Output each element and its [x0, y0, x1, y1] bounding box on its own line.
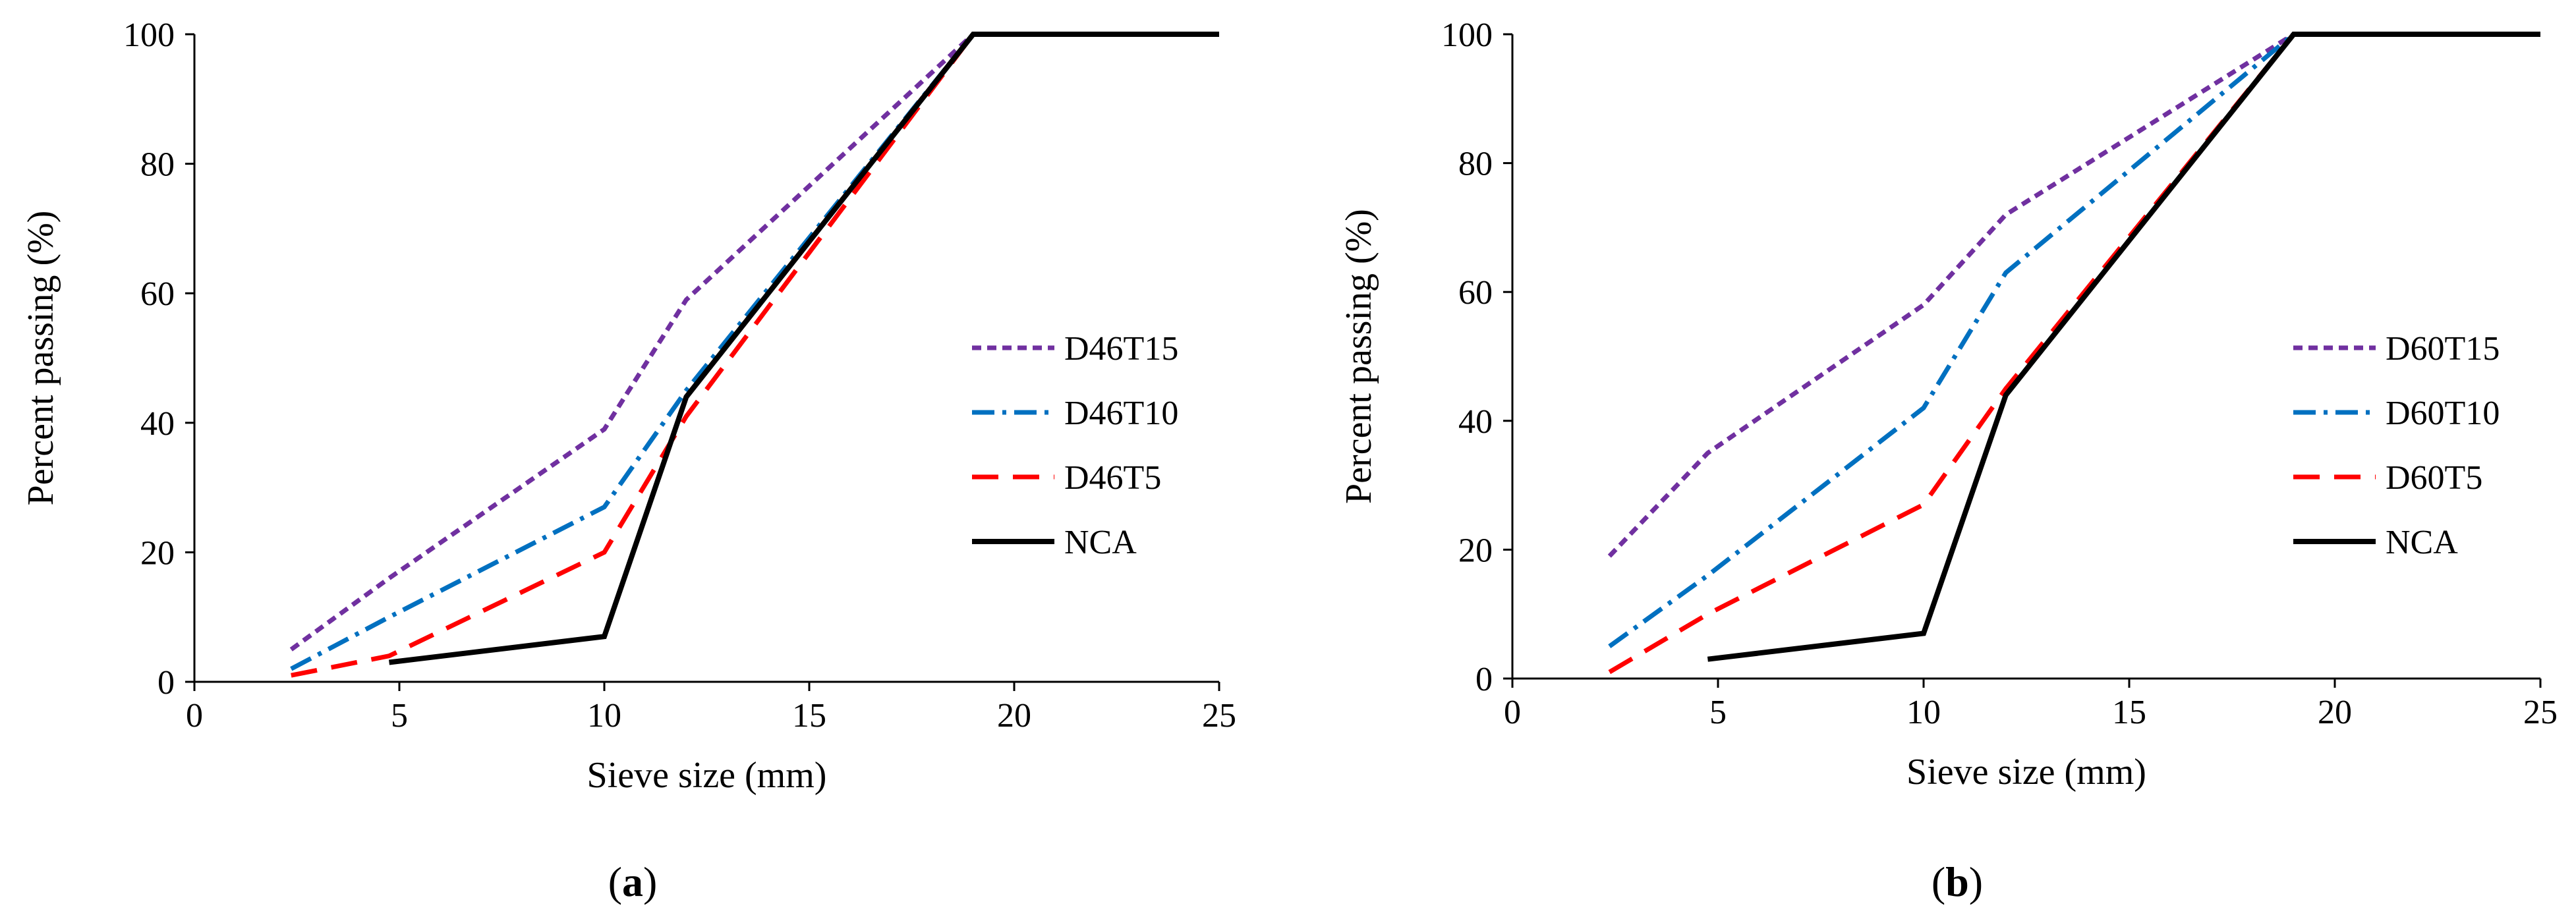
- x-axis-title: Sieve size (mm): [1906, 752, 2146, 792]
- x-tick-label: 0: [186, 697, 203, 735]
- legend-label-d60t15: D60T15: [2386, 330, 2500, 368]
- panel-label-open: (: [608, 858, 622, 905]
- legend-label-nca: NCA: [2386, 524, 2458, 561]
- x-tick-label: 20: [2318, 694, 2352, 731]
- chart-panel-a: 0 5 10 15 20 25 0 20 40 60 80 100 Sieve size (mm) Per…: [20, 16, 1236, 905]
- legend-label-d60t5: D60T5: [2386, 459, 2482, 497]
- y-tick-label: 60: [1458, 274, 1493, 312]
- y-tick-label: 80: [1458, 146, 1493, 183]
- y-tick-label: 100: [123, 16, 175, 54]
- legend-label-nca: NCA: [1064, 524, 1137, 561]
- x-tick-label: 5: [391, 697, 408, 735]
- panel-label-close: ): [1969, 858, 1983, 905]
- panel-label: (b): [1932, 858, 1983, 905]
- legend-label-d46t5: D46T5: [1064, 459, 1161, 497]
- y-tick-label: 40: [140, 405, 175, 443]
- legend-label-d46t10: D46T10: [1064, 395, 1178, 432]
- series-line-d60t10: [1608, 32, 2540, 648]
- panel-label: (a): [608, 858, 658, 905]
- x-tick-label: 10: [1906, 694, 1941, 731]
- y-tick-label: 40: [1458, 403, 1493, 441]
- y-tick-label: 0: [157, 664, 175, 702]
- series-line-nca: [389, 32, 1219, 665]
- series-line-d46t15: [289, 32, 1219, 652]
- y-tick-label: 20: [1458, 532, 1493, 569]
- series-line-d46t10: [290, 32, 1219, 671]
- y-tick-label: 60: [140, 275, 175, 313]
- x-tick-label: 15: [792, 697, 826, 735]
- x-tick-label: 25: [2523, 694, 2558, 731]
- x-axis-title: Sieve size (mm): [587, 755, 827, 796]
- x-tick-label: 0: [1504, 694, 1521, 731]
- x-tick-label: 20: [997, 697, 1031, 735]
- y-tick-label: 20: [140, 534, 175, 572]
- panel-label-letter: a: [622, 858, 643, 905]
- x-tick-label: 10: [587, 697, 621, 735]
- x-tick-label: 25: [1202, 697, 1236, 735]
- panel-label-letter: b: [1945, 858, 1969, 905]
- y-axis-title: Percent passing (%): [20, 211, 61, 506]
- chart-panel-b: 0 5 10 15 20 25 0 20 40 60 80 100 Sieve size (mm) Per…: [1338, 16, 2558, 905]
- panel-label-close: ): [643, 858, 657, 905]
- y-tick-label: 0: [1475, 661, 1493, 698]
- legend-label-d60t10: D60T10: [2386, 395, 2500, 432]
- panel-label-open: (: [1932, 858, 1945, 905]
- x-tick-label: 5: [1709, 694, 1727, 731]
- legend-label-d46t15: D46T15: [1064, 330, 1178, 368]
- series-line-d46t5: [291, 32, 1219, 678]
- y-axis-title: Percent passing (%): [1338, 209, 1379, 504]
- y-tick-label: 100: [1441, 16, 1493, 54]
- series-line-nca: [1707, 32, 2540, 662]
- x-tick-label: 15: [2112, 694, 2146, 731]
- y-tick-label: 80: [140, 146, 175, 184]
